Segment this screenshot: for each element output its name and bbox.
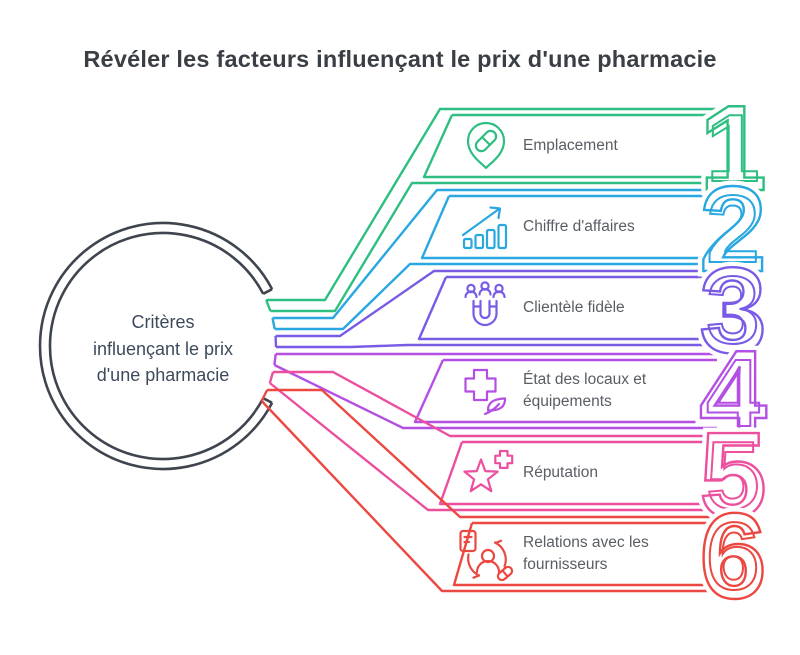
hub-line: Critères (131, 312, 195, 332)
step-number: 2 2 2 (694, 156, 773, 303)
medical-cross-leaf-icon (464, 368, 507, 416)
svg-text:6: 6 (699, 488, 767, 624)
item-label: Réputation (523, 462, 713, 484)
bar-chart-growth-icon (461, 206, 508, 250)
svg-text:2: 2 (699, 161, 767, 297)
item-band (268, 370, 717, 512)
step-number: 3 3 3 (694, 237, 773, 384)
svg-text:5: 5 (699, 407, 767, 543)
svg-text:6: 6 (706, 503, 759, 610)
item-label: État des locaux et équipements (523, 369, 713, 412)
customer-magnet-icon (464, 281, 506, 327)
item-label: Clientèle fidèle (523, 297, 713, 319)
hub-line: d'une pharmacie (96, 365, 230, 385)
item-band (265, 107, 717, 313)
svg-text:5: 5 (699, 407, 767, 543)
svg-text:1: 1 (699, 80, 767, 216)
svg-text:1: 1 (699, 80, 767, 216)
step-number: 4 4 4 (694, 320, 773, 467)
step-number: 5 5 5 (694, 402, 773, 549)
svg-text:3: 3 (706, 257, 759, 364)
item-label: Emplacement (523, 135, 713, 157)
svg-text:4: 4 (706, 340, 759, 447)
item-label-line: équipements (523, 392, 612, 410)
page-title: Révéler les facteurs influençant le prix… (83, 46, 717, 72)
item-band (273, 352, 717, 430)
item-band (274, 269, 717, 349)
svg-text:3: 3 (699, 242, 767, 378)
item-label: Chiffre d'affaires (523, 216, 713, 238)
svg-text:2: 2 (706, 176, 759, 283)
item-band (271, 188, 717, 331)
item-label-line: Clientèle fidèle (523, 299, 625, 316)
hub-line: influençant le prix (92, 338, 234, 359)
svg-text:4: 4 (699, 325, 767, 461)
star-plus-icon (463, 449, 514, 493)
svg-text:5: 5 (706, 422, 759, 529)
item-label-line: État des locaux et (523, 371, 647, 388)
svg-text:2: 2 (699, 161, 767, 297)
item-label-line: Relations avec les (523, 534, 649, 551)
supplier-relations-icon (459, 529, 514, 582)
item-band (260, 388, 717, 593)
pill-location-icon (466, 121, 506, 170)
item-label-line: Emplacement (523, 137, 618, 154)
step-number: 6 6 6 (694, 483, 773, 630)
svg-text:6: 6 (699, 488, 767, 624)
item-label-line: Réputation (523, 464, 598, 481)
item-label-line: Chiffre d'affaires (523, 218, 635, 235)
item-label: Relations avec les fournisseurs (523, 532, 713, 575)
svg-text:1: 1 (706, 95, 759, 202)
step-number: 1 1 1 (694, 75, 773, 222)
item-label-line: fournisseurs (523, 555, 608, 573)
svg-text:4: 4 (699, 325, 767, 461)
svg-text:3: 3 (699, 242, 767, 378)
hub-ring (38, 221, 274, 471)
hub-label: Critères influençant le prix d'une pharm… (38, 309, 288, 389)
